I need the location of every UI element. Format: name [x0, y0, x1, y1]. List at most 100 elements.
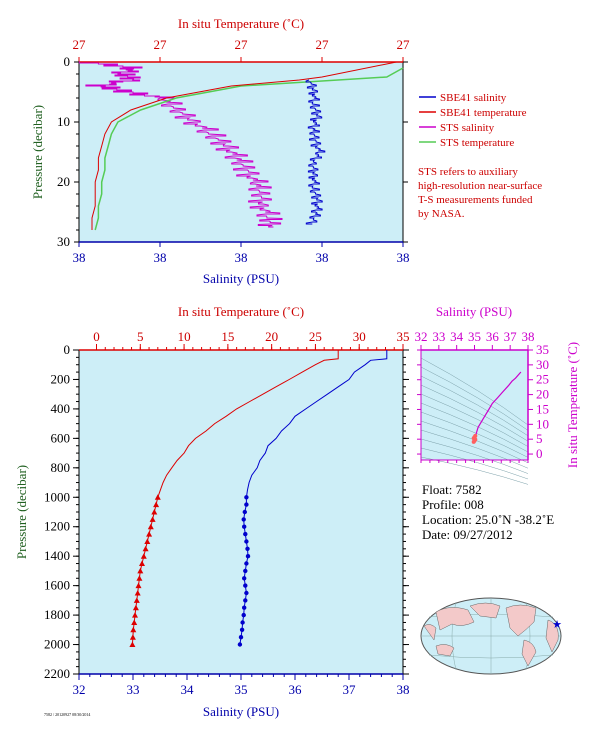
temperature-data-point: [132, 612, 138, 618]
salinity-data-point: [245, 554, 251, 559]
world-map: ★: [420, 597, 562, 675]
salinity-data-point: [244, 502, 249, 507]
main-temp-tick-label: 20: [265, 329, 278, 344]
top-series-line: [78, 61, 283, 228]
sts-note-line-2: high-resolution near-surface: [418, 180, 542, 192]
main-pressure-axis-label: Pressure (decibar): [14, 465, 29, 559]
profile-number: Profile: 008: [422, 497, 484, 512]
ts-temp-tick-label: 25: [536, 372, 549, 387]
top-chart: In situ Temperature (˚C) 27 27 27 27 27 Sali…: [30, 16, 410, 286]
ts-density-contour: [420, 366, 529, 431]
salinity-data-point: [245, 546, 250, 551]
top-sal-tick-label: 38: [154, 250, 167, 265]
temperature-data-point: [129, 634, 136, 640]
temperature-data-point: [139, 560, 145, 566]
top-series-line: [91, 61, 397, 230]
main-sal-tick-label: 33: [127, 682, 140, 697]
main-sal-tick-label: 36: [289, 682, 303, 697]
main-pressure-tick-label: 1200: [44, 519, 70, 534]
salinity-data-point: [242, 524, 247, 529]
ts-density-contour: [420, 375, 529, 437]
legend-label-sbe41-temperature: SBE41 temperature: [440, 107, 527, 119]
main-pressure-tick-label: 200: [51, 371, 71, 386]
main-sal-tick-label: 32: [73, 682, 86, 697]
top-pressure-tick-label: 30: [57, 234, 70, 249]
ts-sal-tick-label: 34: [450, 329, 464, 344]
top-sal-tick-label: 38: [235, 250, 248, 265]
main-sal-tick-label: 35: [235, 682, 248, 697]
top-temp-axis-label: In situ Temperature (˚C): [178, 16, 304, 31]
top-temp-tick-label: 27: [316, 37, 330, 52]
main-sal-tick-label: 37: [343, 682, 357, 697]
salinity-data-point: [244, 495, 249, 500]
top-sal-tick-label: 38: [316, 250, 329, 265]
ts-temp-tick-label: 35: [536, 342, 549, 357]
temperature-data-point: [153, 501, 160, 508]
main-pressure-tick-label: 1400: [44, 548, 70, 563]
temperature-data-point: [133, 597, 140, 603]
top-temp-tick-label: 27: [397, 37, 411, 52]
temperature-data-point: [142, 545, 149, 552]
ts-temp-tick-label: 5: [536, 431, 543, 446]
main-temp-tick-label: 0: [93, 329, 100, 344]
ts-density-contour: [420, 393, 529, 447]
main-temp-tick-label: 10: [178, 329, 191, 344]
temperature-data-point: [129, 641, 136, 647]
top-series-line: [94, 67, 404, 231]
temperature-data-point: [140, 553, 147, 559]
salinity-data-point: [239, 627, 245, 632]
ts-temp-tick-label: 15: [536, 401, 549, 416]
main-plot-area: [78, 349, 404, 675]
main-temp-tick-label: 30: [353, 329, 366, 344]
temperature-data-point: [147, 523, 154, 530]
map-europe: [423, 624, 437, 641]
temperature-data-point: [135, 582, 142, 589]
sts-note-line-1: STS refers to auxiliary: [418, 166, 518, 178]
footer-small-text: 7582 / 20120927 08/30/2014: [44, 712, 90, 717]
ts-temp-tick-label: 30: [536, 357, 549, 372]
salinity-data-point: [244, 561, 249, 566]
ts-temp-axis-label: In situ Temperature (˚C): [565, 342, 580, 468]
main-temp-axis-label: In situ Temperature (˚C): [178, 304, 304, 319]
main-sal-tick-label: 38: [397, 682, 410, 697]
temperature-data-point: [136, 575, 143, 581]
ts-sal-tick-label: 38: [522, 329, 535, 344]
salinity-data-point: [242, 509, 247, 515]
top-sal-tick-label: 38: [397, 250, 410, 265]
main-temp-tick-label: 5: [137, 329, 144, 344]
float-position-star-icon: ★: [552, 619, 562, 631]
top-legend: SBE41 salinity SBE41 temperature STS sal…: [418, 92, 542, 220]
main-pressure-tick-label: 0: [64, 342, 71, 357]
ts-density-contour: [420, 411, 529, 458]
ts-density-contour: [420, 384, 529, 442]
ts-sal-tick-label: 33: [432, 329, 445, 344]
float-id: Float: 7582: [422, 482, 482, 497]
ts-density-contour: [420, 438, 529, 474]
salinity-data-point: [243, 568, 248, 574]
ts-sal-tick-label: 35: [468, 329, 481, 344]
map-africa: [545, 619, 559, 653]
main-sal-axis-label: Salinity (PSU): [203, 704, 279, 719]
top-temp-tick-label: 27: [235, 37, 249, 52]
ts-curve: [473, 371, 522, 443]
map-south-america: [521, 639, 537, 667]
top-sal-tick-label: 38: [73, 250, 86, 265]
ts-deep-point: [473, 433, 478, 438]
top-pressure-axis-label: Pressure (decibar): [30, 105, 45, 199]
profile-date: Date: 09/27/2012: [422, 527, 513, 542]
top-pressure-tick-label: 0: [64, 54, 71, 69]
salinity-data-point: [237, 642, 243, 647]
sts-note-line-3: T-S measurements funded: [418, 194, 533, 206]
map-north-america: [505, 604, 537, 637]
salinity-data-point: [244, 590, 249, 596]
temperature-data-point: [154, 494, 161, 500]
map-eurasia-north: [469, 602, 501, 619]
main-pressure-tick-label: 1600: [44, 578, 70, 593]
temperature-data-point: [132, 604, 139, 611]
float-location: Location: 25.0˚N -38.2˚E: [422, 512, 554, 527]
main-pressure-tick-label: 600: [51, 430, 71, 445]
main-pressure-tick-label: 1000: [44, 489, 70, 504]
temperature-profile-line: [157, 350, 339, 498]
temperature-data-point: [151, 509, 158, 515]
